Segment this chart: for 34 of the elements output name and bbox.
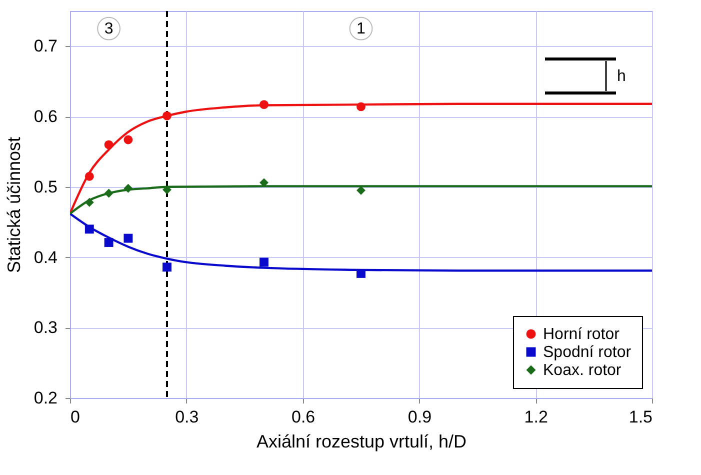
y-axis-title: Statická účinnost	[4, 136, 24, 274]
annotation: 1	[356, 20, 366, 38]
y-tick-label: 0.2	[34, 388, 58, 408]
y-tick-label: 0.5	[34, 177, 58, 196]
point	[104, 188, 114, 198]
y-tick-label: 0.6	[34, 107, 58, 126]
y-tick-label: 0.7	[34, 36, 58, 56]
x-tick-label: 0.9	[408, 408, 432, 426]
x-tick-label: 0.3	[175, 408, 199, 426]
x-tick-label: 1.5	[628, 408, 652, 426]
point	[356, 102, 366, 112]
point	[84, 224, 94, 234]
annotation: h	[617, 68, 626, 85]
point	[124, 184, 133, 193]
point	[124, 234, 133, 243]
point	[124, 135, 133, 144]
point	[104, 238, 114, 247]
x-tick-label: 0.6	[291, 408, 316, 426]
annotation: 3	[104, 20, 114, 38]
y-tick-label: 0.3	[34, 318, 58, 338]
point	[162, 185, 172, 194]
point	[162, 111, 172, 120]
legend-label: Horní rotor	[543, 326, 620, 343]
legend-label: Koax. rotor	[543, 362, 622, 379]
point	[84, 172, 94, 181]
x-tick-label: 0	[70, 408, 80, 426]
y-tick-label: 0.4	[34, 248, 58, 267]
x-tick-label: 1.2	[524, 408, 548, 426]
point	[162, 262, 172, 272]
legend-label: Spodní rotor	[543, 344, 632, 361]
point	[260, 100, 268, 110]
point	[260, 258, 268, 267]
point	[104, 140, 114, 150]
x-axis-title: Axiální rozestup vrtulí, h/D	[256, 432, 467, 452]
